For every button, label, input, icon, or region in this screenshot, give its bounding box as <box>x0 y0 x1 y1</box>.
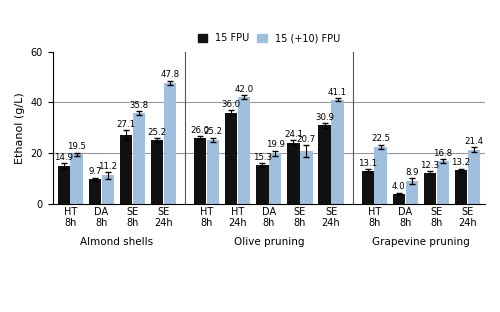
Bar <box>374 147 387 204</box>
Text: 14.9: 14.9 <box>54 153 73 162</box>
Text: 35.8: 35.8 <box>130 100 148 110</box>
Text: 27.1: 27.1 <box>116 120 136 129</box>
Bar <box>164 83 176 204</box>
Text: 25.2: 25.2 <box>204 127 223 136</box>
Text: 12.3: 12.3 <box>420 161 440 170</box>
Text: Olive pruning: Olive pruning <box>234 237 304 247</box>
Bar <box>132 113 145 204</box>
Bar <box>207 140 219 204</box>
Text: 13.1: 13.1 <box>358 158 377 168</box>
Bar <box>455 170 467 204</box>
Bar <box>436 161 449 204</box>
Bar <box>332 100 344 204</box>
Text: 42.0: 42.0 <box>234 85 254 94</box>
Text: 30.9: 30.9 <box>315 113 334 122</box>
Text: 16.8: 16.8 <box>434 149 452 158</box>
Bar <box>468 149 480 204</box>
Text: 47.8: 47.8 <box>160 71 180 79</box>
Bar <box>362 171 374 204</box>
Bar <box>151 140 163 204</box>
Bar <box>269 153 281 204</box>
Text: 19.5: 19.5 <box>67 142 86 151</box>
Text: 24.1: 24.1 <box>284 130 303 139</box>
Text: 36.0: 36.0 <box>222 100 241 109</box>
Bar <box>88 179 101 204</box>
Bar <box>318 125 330 204</box>
Bar <box>424 173 436 204</box>
Text: 25.2: 25.2 <box>148 128 167 137</box>
Bar <box>102 175 114 204</box>
Text: 41.1: 41.1 <box>328 88 347 97</box>
Text: 11.2: 11.2 <box>98 162 117 171</box>
Text: 21.4: 21.4 <box>464 137 483 146</box>
Text: 8.9: 8.9 <box>405 168 418 177</box>
Bar <box>70 154 83 204</box>
Legend: 15 FPU, 15 (+10) FPU: 15 FPU, 15 (+10) FPU <box>196 32 342 45</box>
Bar <box>288 143 300 204</box>
Text: 26.0: 26.0 <box>190 126 210 135</box>
Bar <box>225 113 237 204</box>
Text: 20.7: 20.7 <box>297 135 316 144</box>
Text: Almond shells: Almond shells <box>80 237 154 247</box>
Bar <box>58 166 70 204</box>
Bar <box>194 138 206 204</box>
Text: Grapevine pruning: Grapevine pruning <box>372 237 470 247</box>
Text: 9.7: 9.7 <box>88 168 102 176</box>
Bar <box>300 151 312 204</box>
Text: 15.3: 15.3 <box>253 153 272 162</box>
Bar <box>256 165 268 204</box>
Text: 19.9: 19.9 <box>266 140 284 149</box>
Y-axis label: Ethanol (g/L): Ethanol (g/L) <box>15 92 25 163</box>
Bar <box>238 97 250 204</box>
Bar <box>392 194 405 204</box>
Bar <box>120 135 132 204</box>
Bar <box>406 181 418 204</box>
Text: 22.5: 22.5 <box>371 134 390 144</box>
Text: 13.2: 13.2 <box>452 158 470 167</box>
Text: 4.0: 4.0 <box>392 182 406 191</box>
